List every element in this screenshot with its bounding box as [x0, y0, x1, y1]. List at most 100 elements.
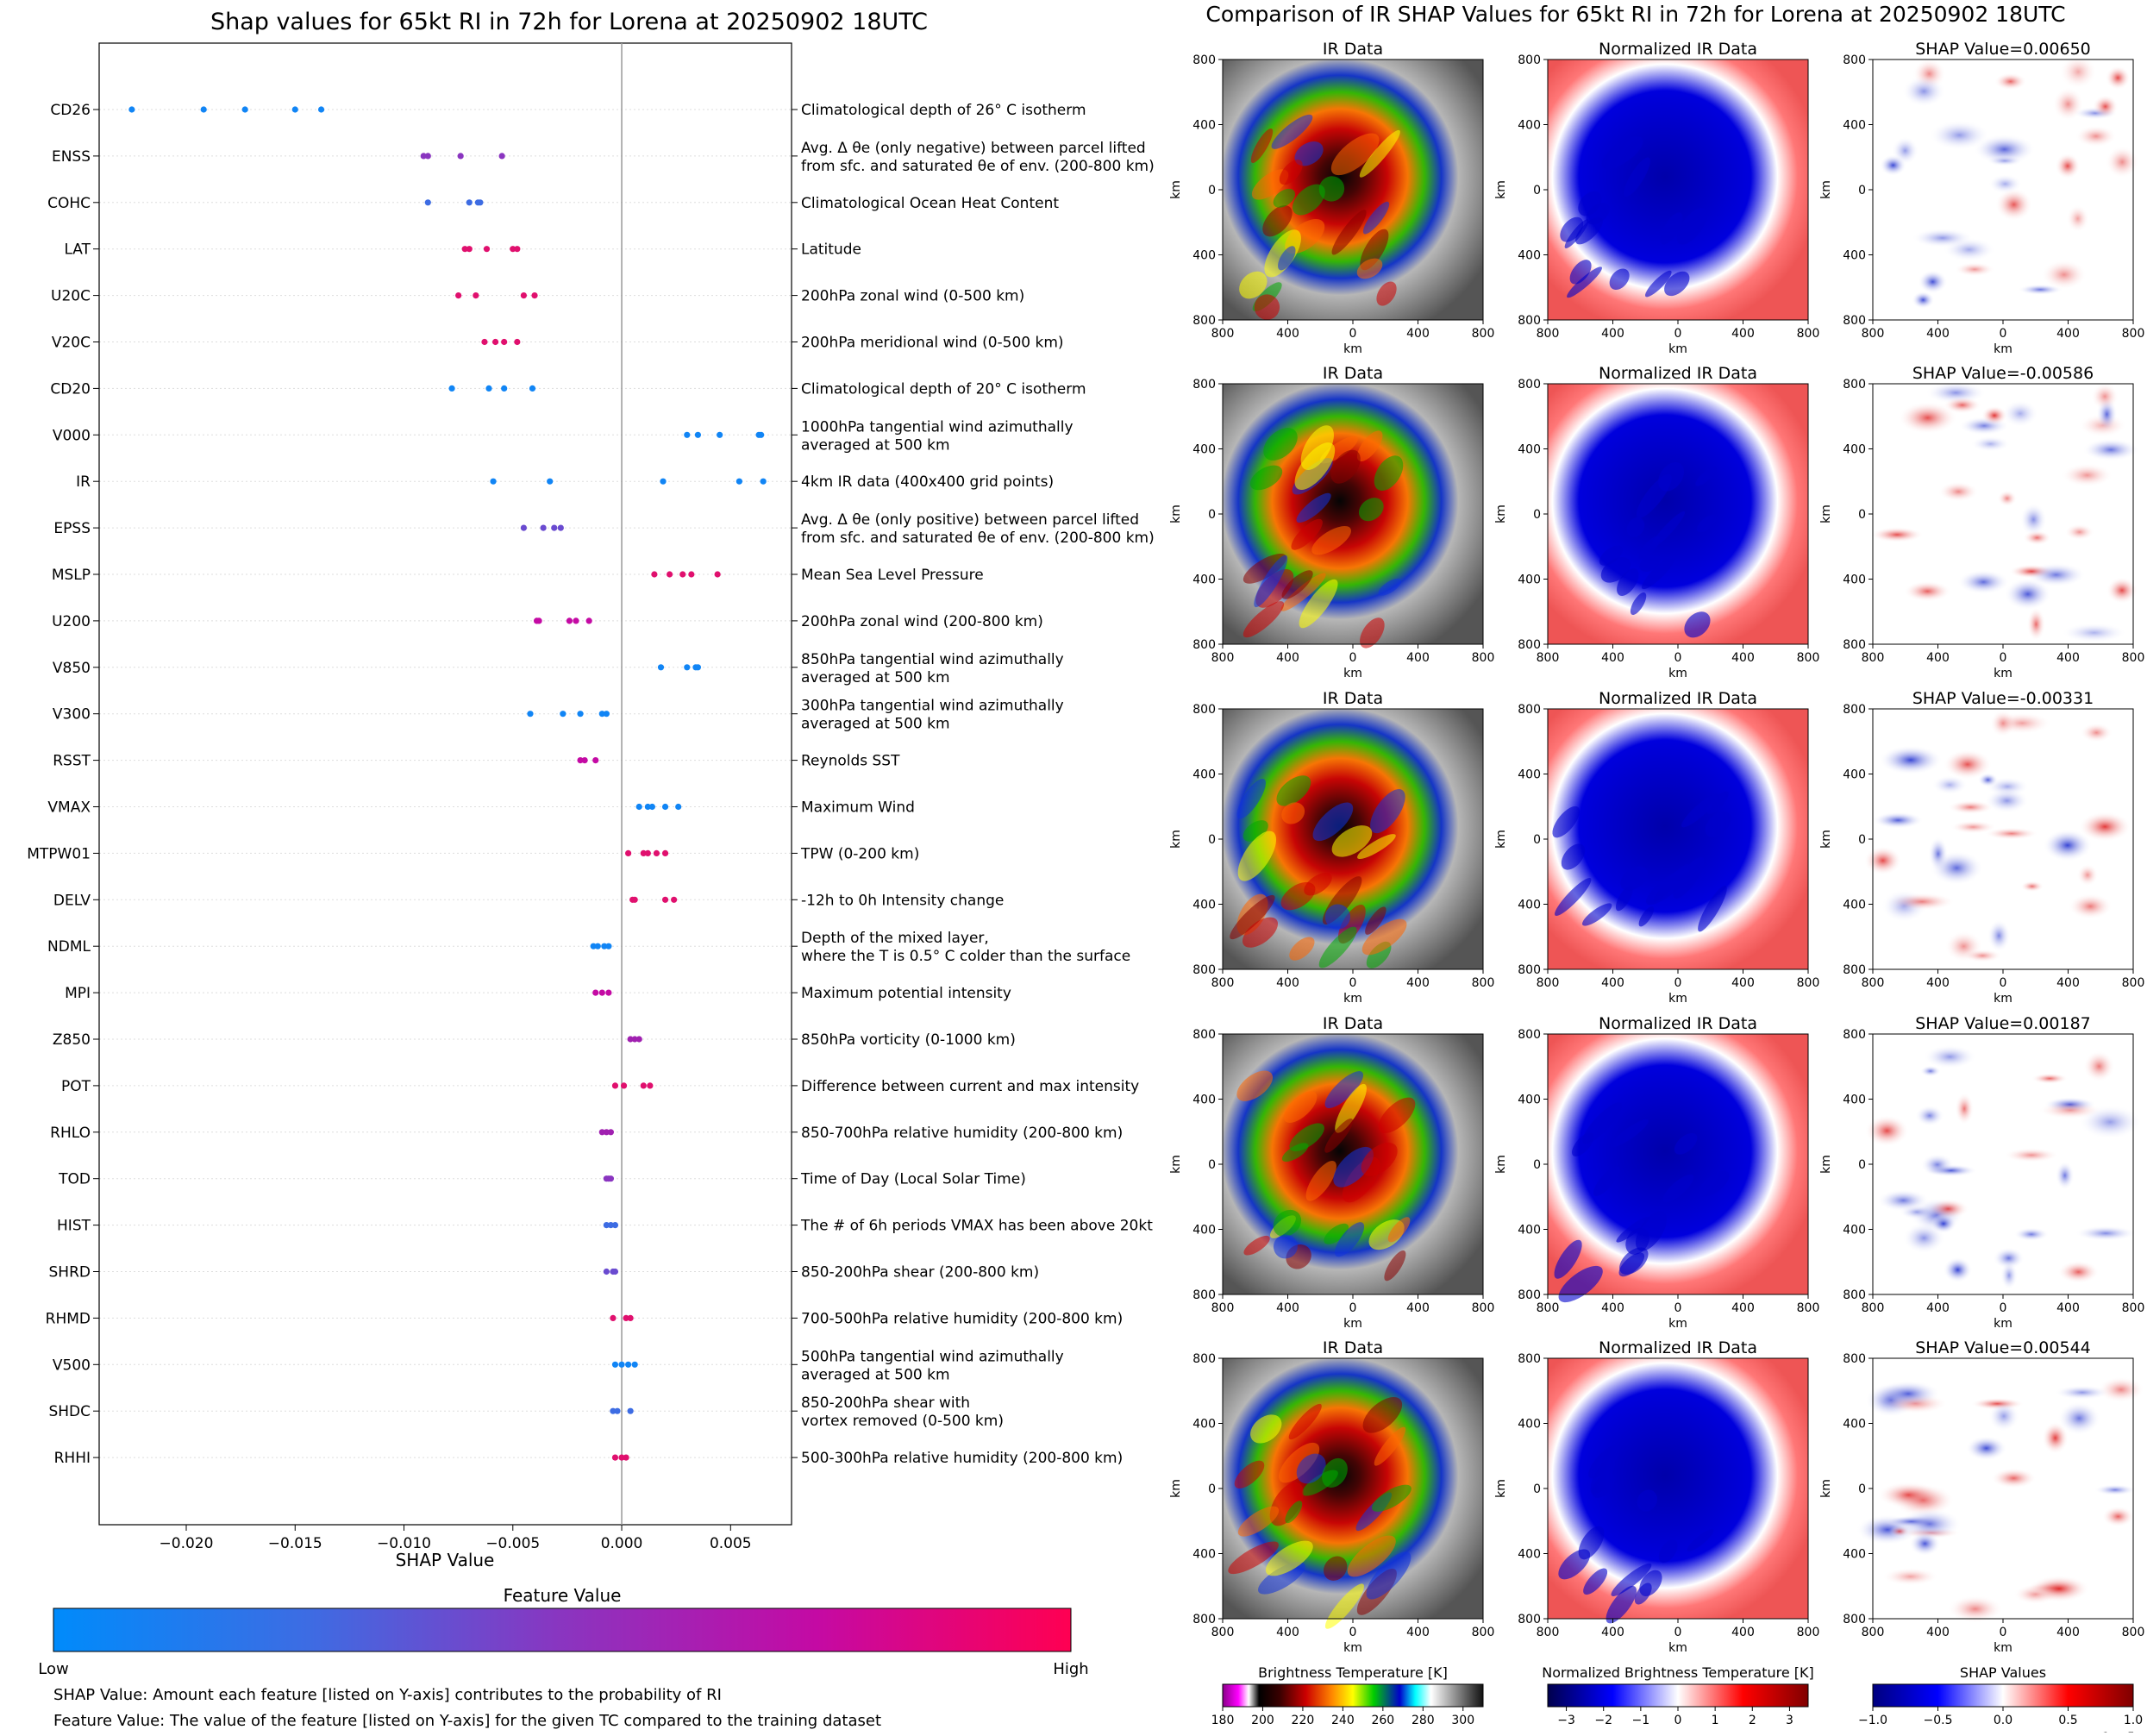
shap-point-v850 — [657, 664, 665, 671]
shap-blob — [2083, 1050, 2115, 1082]
note-feature-value: Feature Value: The value of the feature … — [53, 1712, 881, 1730]
feature-label-v000: V000 — [53, 427, 91, 444]
shap-blob — [1981, 405, 2008, 426]
feature-desc-u200: 200hPa zonal wind (200-800 km) — [801, 613, 1043, 630]
y-tick-label: 400 — [1843, 1094, 1866, 1107]
ir-cloud-band — [1356, 430, 1383, 462]
shap-point-mtpw01 — [661, 849, 669, 857]
x-tick-label: 800 — [1797, 651, 1820, 665]
normalized-cloud-band — [1674, 1132, 1698, 1155]
ir-panel: Normalized IR Data8008004004000040040080… — [1494, 1338, 1819, 1655]
y-tick-label: 0 — [1533, 508, 1541, 522]
x-tick-label: 400 — [1601, 651, 1624, 665]
shap-blob — [1947, 799, 1994, 815]
ir-cloud-band — [1361, 918, 1407, 956]
ir-cloud-band — [1265, 1540, 1313, 1576]
y-tick-label: 800 — [1192, 53, 1216, 67]
y-tick-label: 800 — [1192, 963, 1216, 977]
normalized-cloud-band — [1561, 843, 1586, 870]
colorbar-low-label: Low — [38, 1660, 68, 1678]
x-tick-label: 0 — [1674, 327, 1682, 341]
panel-title: IR Data — [1323, 40, 1383, 59]
x-axis-label: km — [1668, 992, 1687, 1006]
shap-point-mtpw01 — [640, 849, 647, 857]
feature-label-vmax: VMAX — [47, 799, 91, 817]
shap-point-lat — [466, 246, 473, 253]
normalized-cloud-band — [1599, 545, 1624, 566]
x-tick-label: 800 — [1211, 976, 1235, 990]
shap-point-v300 — [598, 711, 605, 718]
ir-cloud-band — [1322, 1457, 1348, 1488]
ir-cloud-band — [1257, 1562, 1305, 1595]
ir-colorbars: Brightness Temperature [K] 180 200 220 240 26… — [1211, 1664, 2144, 1736]
ir-cloud-band — [1335, 1083, 1367, 1133]
shap-point-rhmd — [623, 1314, 629, 1321]
y-axis-label: km — [1169, 505, 1183, 523]
y-tick-label: 800 — [1518, 53, 1541, 67]
y-axis-label: km — [1494, 1479, 1508, 1498]
shap-blob — [2061, 463, 2113, 487]
ir-cloud-band — [1228, 1541, 1279, 1575]
shap-point-v000 — [684, 431, 691, 438]
x-tick-label: −0.005 — [485, 1535, 540, 1552]
y-tick-label: 400 — [1192, 1094, 1216, 1107]
shap-point-v20c — [514, 338, 521, 346]
shap-blob — [1997, 490, 2018, 507]
y-tick-label: 0 — [1858, 508, 1866, 522]
feature-label-rhhi: RHHI — [54, 1450, 91, 1467]
y-tick-label: 400 — [1518, 768, 1541, 782]
shap-blob — [2078, 812, 2131, 843]
ir-cloud-band — [1289, 937, 1315, 961]
ir-cloud-band — [1273, 188, 1296, 208]
feature-desc-epss: from sfc. and saturated θe of env. (200-… — [801, 530, 1155, 547]
y-tick-label: 400 — [1518, 443, 1541, 457]
ir-cloud-band — [1376, 281, 1397, 306]
shap-point-shdc — [614, 1407, 621, 1414]
ir-cloud-band — [1281, 802, 1305, 824]
x-tick-label: 800 — [1472, 327, 1495, 341]
x-axis-label: km — [1994, 1641, 2012, 1655]
ir-panel: SHAP Value=0.005448008004004000040040080… — [1819, 1338, 2144, 1655]
x-tick-label: 800 — [1797, 1626, 1820, 1639]
normalized-cloud-band — [1695, 467, 1718, 486]
shap-blob — [1986, 155, 2024, 166]
y-tick-label: 0 — [1858, 184, 1866, 197]
shap-blob — [1985, 788, 2030, 813]
feature-label-cd26: CD26 — [50, 102, 91, 119]
normalized-cloud-band — [1649, 511, 1686, 549]
y-tick-label: 400 — [1192, 768, 1216, 782]
shap-blob — [2055, 153, 2081, 179]
normalized-cloud-band — [1582, 1102, 1623, 1144]
colorbar-tick-label: −3 — [1557, 1714, 1575, 1727]
ir-cloud-band — [1360, 229, 1389, 271]
shap-point-mslp — [666, 571, 673, 578]
normalized-cloud-band — [1699, 1170, 1730, 1197]
ir-cloud-band — [1271, 114, 1313, 149]
y-axis-label: km — [1169, 180, 1183, 199]
ir-cloud-band — [1251, 169, 1289, 200]
ir-cloud-band — [1324, 1071, 1364, 1109]
shap-blob — [2066, 204, 2090, 233]
ir-cloud-band — [1281, 570, 1313, 599]
normalized-image — [1548, 709, 1808, 969]
shap-point-enss — [420, 153, 427, 160]
shap-point-ndml — [590, 943, 597, 949]
shap-point-cd20 — [448, 385, 455, 392]
ir-cloud-band — [1237, 830, 1277, 881]
shap-point-ir — [760, 478, 767, 485]
shap-blob — [1989, 709, 2017, 737]
shap-blob — [2043, 829, 2093, 862]
ir-cloud-band — [1296, 492, 1331, 523]
y-tick-label: 800 — [1518, 963, 1541, 977]
ir-cloud-band — [1318, 926, 1357, 968]
shap-point-z850 — [631, 1036, 638, 1043]
shap-point-cd26 — [241, 106, 248, 113]
x-tick-label: 400 — [1276, 1626, 1299, 1639]
shap-point-v20c — [491, 338, 499, 346]
feature-label-delv: DELV — [53, 892, 91, 909]
shap-value-title: SHAP Value=-0.00331 — [1912, 689, 2094, 708]
normalized-cloud-band — [1558, 1265, 1603, 1303]
colorbar-tick-label: −1 — [1632, 1714, 1650, 1727]
shap-blob — [2002, 399, 2039, 428]
